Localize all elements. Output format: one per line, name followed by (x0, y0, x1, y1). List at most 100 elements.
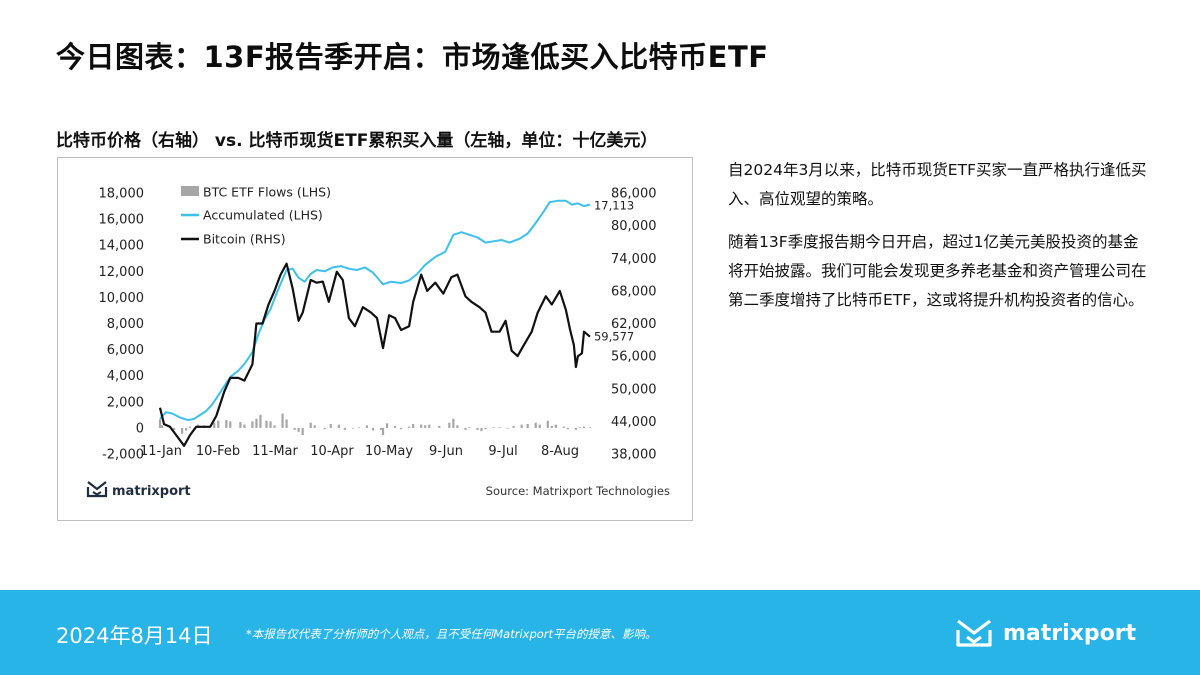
etf-flow-bar (480, 427, 483, 432)
commentary-paragraph-1: 自2024年3月以来，比特币现货ETF买家一直严格执行逢低买入、高位观望的策略。 (728, 161, 1147, 208)
chart-logo-chevron (87, 481, 107, 491)
etf-flow-bar (526, 423, 529, 428)
commentary-paragraph-2: 随着13F季度报告期今日开启，超过1亿美元美股投资的基金将开始披露。我们可能会发… (728, 233, 1147, 309)
y-right-tick-label: 62,000 (611, 317, 657, 332)
etf-flow-bar (343, 427, 346, 430)
etf-flow-bar (213, 422, 216, 428)
etf-flow-bar (588, 427, 592, 428)
matrixport-logo-icon (956, 619, 992, 647)
etf-flow-bar (265, 420, 268, 428)
x-tick-label: 10-May (365, 444, 413, 459)
etf-flow-bar (269, 421, 272, 428)
etf-flow-bar (566, 427, 569, 430)
y-left-tick-label: 18,000 (99, 187, 145, 202)
etf-flow-bar (285, 419, 288, 428)
page-title: 今日图表：13F报告季开启：市场逢低买入比特币ETF (56, 40, 769, 74)
legend-flows-swatch (181, 186, 199, 196)
commentary: 自2024年3月以来，比特币现货ETF买家一直严格执行逢低买入、高位观望的策略。… (728, 156, 1148, 329)
etf-flow-bar (534, 422, 537, 428)
etf-flow-bar (181, 427, 184, 434)
etf-flow-bar (448, 422, 451, 428)
etf-flow-bar (428, 424, 431, 428)
y-right-tick-label: 86,000 (611, 187, 657, 202)
y-left-tick-label: 6,000 (107, 343, 144, 358)
etf-flow-bar (371, 427, 375, 431)
etf-flow-bar (400, 427, 403, 430)
etf-flow-bar (309, 422, 312, 428)
report-date: 2024年8月14日 (56, 624, 213, 648)
y-left-tick-label: 8,000 (107, 317, 144, 332)
chart-panel: -2,000 0 2,000 4,000 6,000 8,000 10,000 12,000 1… (57, 157, 693, 521)
etf-flow-bar (281, 413, 284, 428)
x-tick-label: 9-Jun (429, 444, 463, 459)
etf-flow-bar (379, 427, 383, 430)
etf-flow-bar (408, 426, 411, 428)
etf-flow-bar (217, 420, 220, 428)
etf-flow-bar (297, 427, 300, 432)
y-left-tick-label: 12,000 (99, 265, 145, 280)
y-right-tick-label: 68,000 (611, 284, 657, 299)
etf-flow-bar (189, 426, 192, 428)
chart-source-note: Source: Matrixport Technologies (486, 484, 670, 498)
accumulated-end-label: 17,113 (594, 199, 634, 213)
etf-flow-bar (243, 424, 246, 428)
etf-flow-bar (185, 427, 188, 431)
chart-logo-inner-chevron (92, 491, 102, 496)
etf-flow-bar (424, 425, 427, 428)
legend-label: BTC ETF Flows (LHS) (203, 185, 331, 200)
footer: 2024年8月14日 *本报告仅代表了分析师的个人观点，且不受任何Matrixp… (0, 590, 1200, 675)
etf-flow-bar (239, 422, 242, 428)
etf-flow-bar (351, 427, 354, 429)
etf-flow-bar (273, 425, 276, 428)
etf-flow-bar (578, 427, 582, 428)
x-tick-label: 10-Feb (196, 444, 240, 459)
etf-flow-bar (492, 427, 495, 428)
etf-flow-bar (464, 427, 467, 430)
y-left-tick-label: -2,000 (102, 448, 144, 463)
y-left-tick-label: 14,000 (99, 239, 145, 254)
etf-flow-bar (438, 425, 441, 428)
y-right-tick-label: 50,000 (611, 382, 657, 397)
y-left-tick-label: 2,000 (107, 395, 144, 410)
etf-flow-bar (381, 427, 385, 436)
y-left-tick-label: 0 (136, 421, 144, 436)
etf-flow-bar (301, 427, 304, 436)
bitcoin-price-line (158, 262, 591, 447)
etf-flow-bar (456, 425, 459, 428)
x-tick-label: 9-Jul (488, 444, 517, 459)
etf-flow-bar (412, 423, 415, 428)
y-left-tick-label: 16,000 (99, 213, 145, 228)
etf-flow-bar (293, 427, 296, 430)
etf-flow-bar (160, 425, 164, 428)
x-tick-label: 10-Apr (310, 444, 354, 459)
accumulated-line (159, 199, 591, 422)
etf-flow-bar (420, 424, 423, 428)
y-right-tick-label: 56,000 (611, 350, 657, 365)
chart-heading: 比特币价格（右轴） vs. 比特币现货ETF累积买入量（左轴，单位：十亿美元） (56, 131, 658, 151)
etf-flow-bar (225, 420, 228, 428)
etf-flow-bar (229, 421, 232, 428)
x-tick-label: 11-Mar (252, 444, 298, 459)
etf-flow-bar (385, 423, 389, 428)
etf-flow-bar (329, 423, 332, 428)
chart-svg: -2,000 0 2,000 4,000 6,000 8,000 10,000 12,000 1… (86, 185, 670, 499)
etf-flow-bar (158, 419, 162, 428)
etf-flow-bar (259, 414, 262, 428)
etf-flow-bar (251, 421, 254, 428)
bitcoin-end-label: 59,577 (594, 330, 634, 344)
disclaimer: *本报告仅代表了分析师的个人观点，且不受任何Matrixport平台的授意、影响… (246, 627, 657, 641)
etf-flow-bar (520, 424, 523, 428)
etf-flow-bar (574, 427, 578, 430)
etf-flow-bar (484, 427, 487, 430)
legend-label: Accumulated (LHS) (203, 208, 323, 223)
etf-flow-bar (476, 427, 479, 430)
legend-label: Bitcoin (RHS) (203, 232, 286, 247)
etf-flow-bar (468, 427, 471, 428)
etf-flow-bar (255, 418, 258, 428)
etf-flow-bar (546, 420, 549, 428)
etf-flow-bar (498, 427, 501, 428)
etf-flow-bar (357, 427, 361, 428)
y-right-tick-label: 44,000 (611, 415, 657, 430)
etf-flow-bar (554, 424, 557, 428)
y-left-tick-label: 4,000 (107, 369, 144, 384)
